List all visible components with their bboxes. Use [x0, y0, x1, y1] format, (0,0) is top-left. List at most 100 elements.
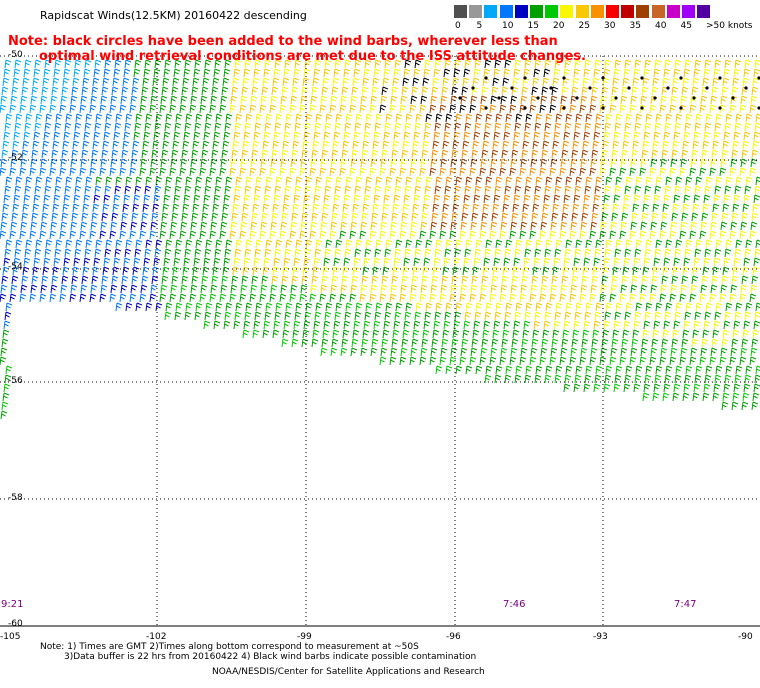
wind-barb — [334, 59, 342, 69]
wind-barb — [2, 203, 10, 213]
wind-barb — [495, 365, 503, 375]
wind-barb — [673, 68, 681, 78]
wind-barb — [685, 239, 693, 249]
wind-barb — [101, 275, 109, 285]
wind-barb — [433, 194, 441, 204]
wind-barb — [144, 122, 152, 132]
contamination-circle — [562, 106, 566, 110]
wind-barb — [450, 221, 458, 231]
wind-barb — [159, 293, 167, 303]
wind-barb — [635, 176, 643, 186]
wind-barb — [1, 212, 9, 222]
wind-barb — [695, 176, 703, 186]
wind-barb — [239, 167, 247, 177]
wind-barb — [279, 230, 287, 240]
wind-barb — [329, 167, 337, 177]
wind-barb — [360, 95, 368, 105]
wind-barb — [334, 122, 342, 132]
wind-barb — [700, 284, 708, 294]
wind-barb — [535, 113, 543, 123]
wind-barb — [609, 230, 617, 240]
wind-barb — [733, 131, 741, 141]
wind-barb — [370, 284, 378, 294]
wind-barb — [665, 113, 673, 123]
wind-barb — [169, 104, 177, 114]
wind-barb — [171, 275, 179, 285]
wind-barb — [300, 284, 308, 294]
wind-barb — [242, 266, 250, 276]
wind-barb — [605, 365, 613, 375]
wind-barb — [392, 77, 400, 87]
wind-barb — [235, 113, 243, 123]
wind-barb — [423, 194, 431, 204]
wind-barb — [379, 167, 387, 177]
wind-barb — [454, 248, 462, 258]
wind-barb — [515, 113, 523, 123]
wind-barb — [92, 203, 100, 213]
wind-barb — [164, 185, 172, 195]
wind-barb — [632, 77, 640, 87]
wind-barb — [572, 266, 580, 276]
wind-barb — [373, 68, 381, 78]
wind-barb — [732, 203, 740, 213]
wind-barb — [124, 122, 132, 132]
wind-barb — [219, 167, 227, 177]
wind-barb — [593, 257, 601, 267]
wind-barb — [502, 77, 510, 87]
wind-barb — [565, 302, 573, 312]
wind-barb — [601, 149, 609, 159]
wind-barb — [310, 284, 318, 294]
wind-barb — [150, 158, 158, 168]
wind-barb — [701, 338, 709, 348]
wind-barb — [561, 212, 569, 222]
wind-barb — [721, 86, 729, 96]
wind-barb — [701, 212, 709, 222]
wind-barb — [83, 194, 91, 204]
wind-barb — [110, 158, 118, 168]
wind-barb — [693, 194, 701, 204]
wind-barb — [585, 302, 593, 312]
wind-barb — [404, 185, 412, 195]
wind-barb — [604, 59, 612, 69]
wind-barb — [659, 293, 667, 303]
wind-barb — [151, 212, 159, 222]
wind-barb — [722, 392, 730, 402]
wind-barb — [504, 59, 512, 69]
wind-barb — [229, 167, 237, 177]
wind-barb — [539, 293, 547, 303]
wind-barb — [121, 86, 129, 96]
wind-barb — [572, 77, 580, 87]
wind-barb — [529, 293, 537, 303]
wind-barb — [273, 131, 281, 141]
wind-barb — [333, 131, 341, 141]
wind-barb — [334, 311, 342, 321]
wind-barb — [323, 257, 331, 267]
wind-barb — [249, 293, 257, 303]
wind-barb — [175, 176, 183, 186]
wind-barb — [694, 248, 702, 258]
wind-barb — [473, 320, 481, 330]
wind-barb — [735, 113, 743, 123]
wind-barb — [551, 86, 559, 96]
wind-barb — [531, 86, 539, 96]
wind-barb — [175, 113, 183, 123]
wind-barb — [511, 149, 519, 159]
wind-barb — [14, 185, 22, 195]
wind-barb — [50, 95, 58, 105]
wind-barb — [675, 239, 683, 249]
wind-barb — [483, 131, 491, 141]
wind-barb — [512, 329, 520, 339]
wind-barb — [43, 194, 51, 204]
wind-barb — [725, 113, 733, 123]
wind-barb — [571, 212, 579, 222]
wind-barb — [625, 239, 633, 249]
wind-barb — [734, 248, 742, 258]
wind-barb — [559, 167, 567, 177]
wind-barb — [553, 131, 561, 141]
wind-barb — [503, 131, 511, 141]
wind-barb — [643, 131, 651, 141]
wind-barb — [433, 320, 441, 330]
wind-barb — [561, 149, 569, 159]
wind-barb — [331, 338, 339, 348]
